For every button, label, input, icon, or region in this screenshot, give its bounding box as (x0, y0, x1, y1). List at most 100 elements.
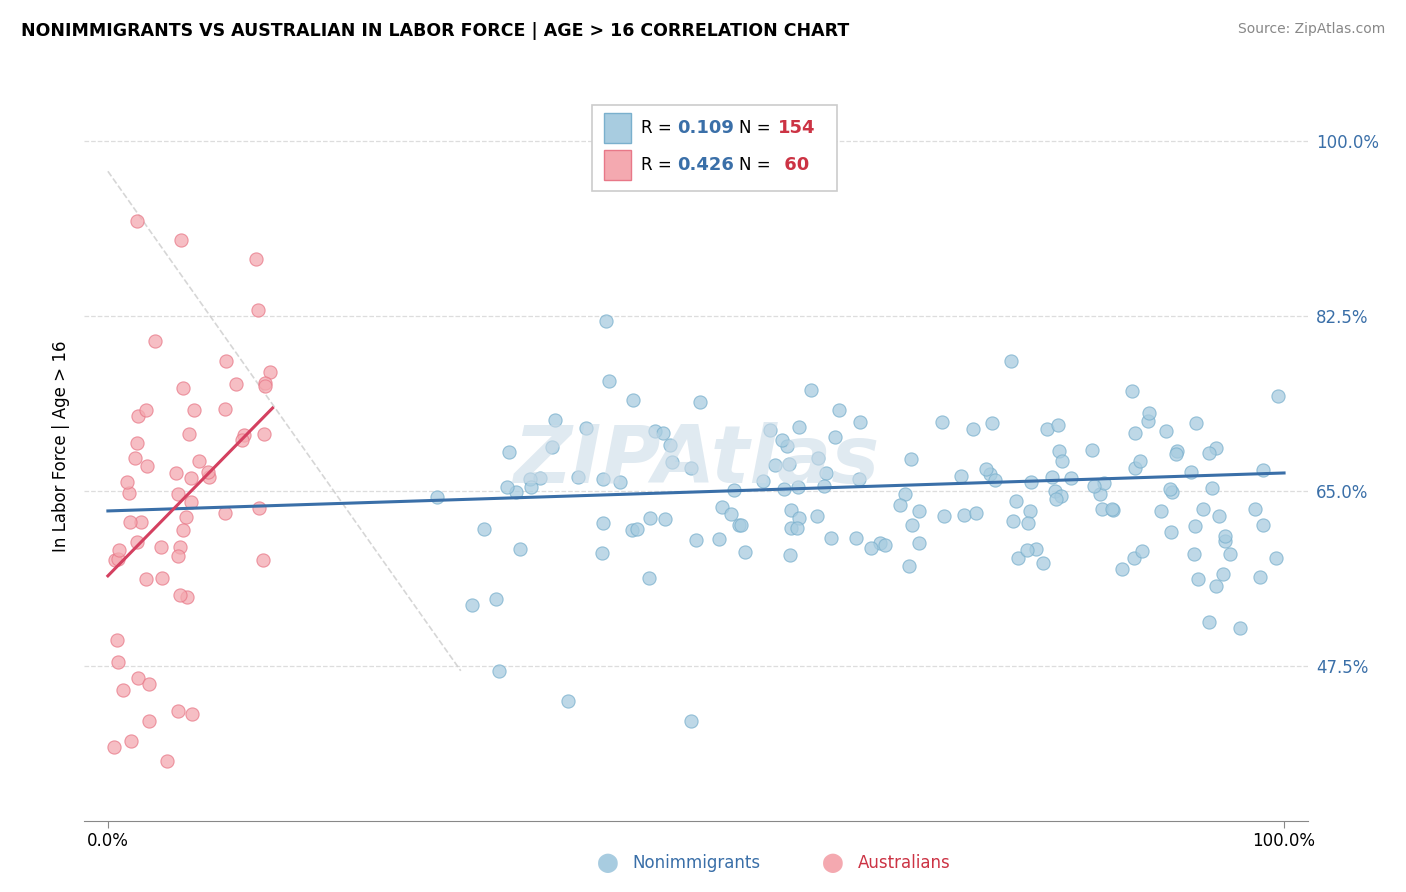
Point (529, 471, 551, 485)
Point (138, 677, 160, 691)
Point (180, 495, 202, 509)
Text: Nonimmigrants: Nonimmigrants (633, 855, 761, 872)
Point (898, 559, 921, 574)
Point (170, 233, 193, 247)
Point (709, 533, 731, 547)
Point (567, 470, 589, 484)
Point (544, 413, 567, 427)
Point (786, 521, 808, 535)
Point (679, 714, 702, 728)
Point (962, 422, 984, 436)
Point (950, 469, 973, 483)
Point (575, 421, 598, 435)
Point (1045, 484, 1067, 499)
Point (108, 543, 131, 558)
Point (1180, 465, 1202, 479)
Point (889, 498, 911, 512)
Point (135, 402, 157, 417)
Point (138, 714, 160, 728)
Point (1060, 471, 1083, 485)
Point (1121, 384, 1143, 398)
Point (908, 536, 931, 550)
Point (592, 472, 614, 486)
Point (225, 376, 247, 391)
Point (485, 591, 508, 606)
Point (893, 486, 915, 500)
Point (253, 427, 276, 442)
Point (520, 481, 543, 495)
Point (505, 484, 527, 499)
Point (1198, 446, 1220, 460)
Text: 154: 154 (778, 119, 815, 136)
Point (689, 394, 711, 409)
Point (1213, 534, 1236, 549)
Point (149, 541, 172, 555)
Point (247, 500, 270, 515)
Point (1198, 615, 1220, 629)
Point (540, 441, 562, 455)
Point (638, 511, 661, 525)
Point (908, 504, 931, 518)
Point (813, 479, 835, 493)
Point (496, 480, 519, 494)
Point (752, 474, 775, 488)
Point (710, 500, 733, 514)
Point (1122, 550, 1144, 565)
Point (557, 694, 579, 708)
Point (1166, 443, 1188, 458)
Point (125, 535, 148, 549)
Point (245, 252, 267, 266)
Point (214, 401, 236, 416)
Point (1004, 494, 1026, 508)
Point (1253, 517, 1275, 532)
Point (934, 509, 956, 524)
Point (1267, 389, 1289, 403)
Point (111, 682, 134, 697)
Point (488, 664, 510, 678)
Point (1040, 470, 1063, 484)
Point (181, 706, 204, 721)
Text: 0.426: 0.426 (678, 156, 734, 174)
Point (127, 214, 149, 228)
Point (188, 454, 211, 468)
Point (965, 506, 987, 520)
Point (1219, 547, 1241, 561)
Point (1182, 547, 1205, 561)
Point (1047, 418, 1070, 433)
Point (166, 549, 188, 563)
Point (1045, 491, 1067, 506)
Point (1088, 487, 1111, 501)
Text: ⬤: ⬤ (596, 854, 619, 873)
Point (498, 445, 520, 459)
Point (679, 461, 702, 475)
Point (1164, 447, 1187, 461)
Point (638, 571, 661, 585)
Point (778, 458, 800, 472)
Point (1137, 414, 1160, 428)
Point (661, 455, 683, 469)
Point (129, 515, 152, 529)
Text: ⬤: ⬤ (821, 854, 844, 873)
Point (169, 588, 191, 602)
Point (1187, 572, 1209, 586)
Point (180, 471, 202, 485)
Point (1160, 525, 1182, 540)
Point (233, 428, 256, 442)
Point (984, 473, 1007, 487)
Point (197, 465, 219, 479)
Point (800, 383, 823, 397)
Point (509, 541, 531, 556)
Point (1123, 460, 1146, 475)
FancyBboxPatch shape (605, 112, 631, 143)
Point (1007, 551, 1029, 566)
Point (198, 470, 221, 484)
Point (1102, 503, 1125, 517)
Point (105, 633, 128, 648)
Point (472, 523, 495, 537)
Point (1201, 481, 1223, 495)
Point (820, 531, 842, 545)
Point (1130, 544, 1153, 558)
Point (118, 515, 141, 529)
Point (621, 524, 644, 538)
Y-axis label: In Labor Force | Age > 16: In Labor Force | Age > 16 (52, 340, 70, 552)
